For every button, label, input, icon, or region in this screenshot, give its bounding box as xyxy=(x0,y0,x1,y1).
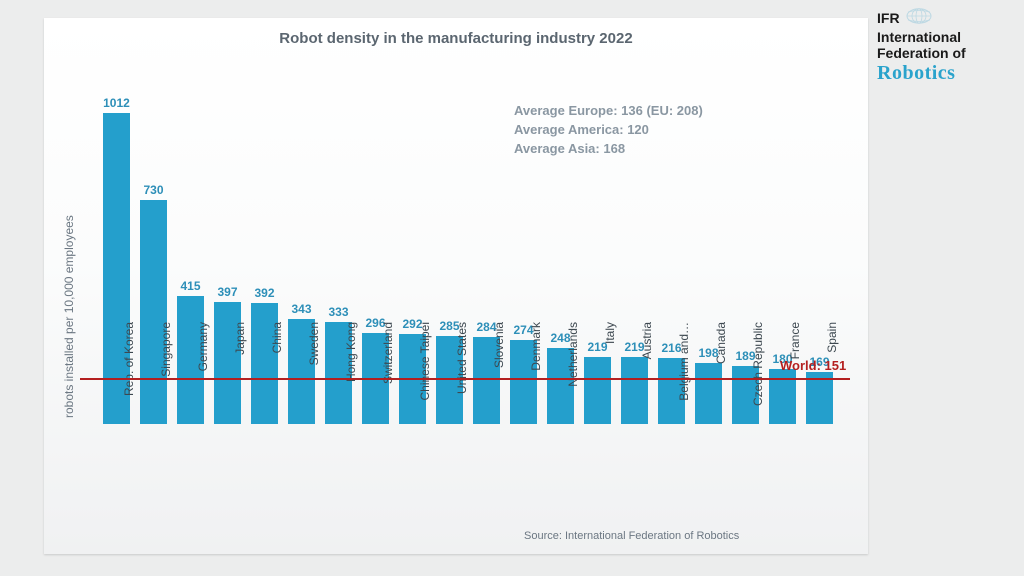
globe-icon xyxy=(906,8,932,29)
chart-card: Robot density in the manufacturing indus… xyxy=(44,18,868,554)
bar-value-label: 333 xyxy=(321,305,356,319)
logo-line3: Federation of xyxy=(877,45,1012,61)
bar-value-label: 730 xyxy=(136,183,171,197)
bar-plot: 1012Rep. of Korea730Singapore415Germany3… xyxy=(98,98,838,424)
chart-source: Source: International Federation of Robo… xyxy=(524,530,739,542)
world-reference-label: World: 151 xyxy=(780,358,846,373)
ifr-logo: IFR International Federation of Robotics xyxy=(877,8,1012,85)
logo-line4: Robotics xyxy=(877,62,1012,85)
chart-title: Robot density in the manufacturing indus… xyxy=(44,30,868,47)
bar-value-label: 392 xyxy=(247,286,282,300)
bar-value-label: 415 xyxy=(173,279,208,293)
logo-line2: International xyxy=(877,29,1012,45)
bar-value-label: 397 xyxy=(210,285,245,299)
bar-value-label: 343 xyxy=(284,302,319,316)
world-reference-line xyxy=(80,378,850,380)
logo-line1: IFR xyxy=(877,10,900,26)
y-axis-label: robots installed per 10,000 employees xyxy=(62,215,76,418)
bar-value-label: 1012 xyxy=(99,96,134,110)
